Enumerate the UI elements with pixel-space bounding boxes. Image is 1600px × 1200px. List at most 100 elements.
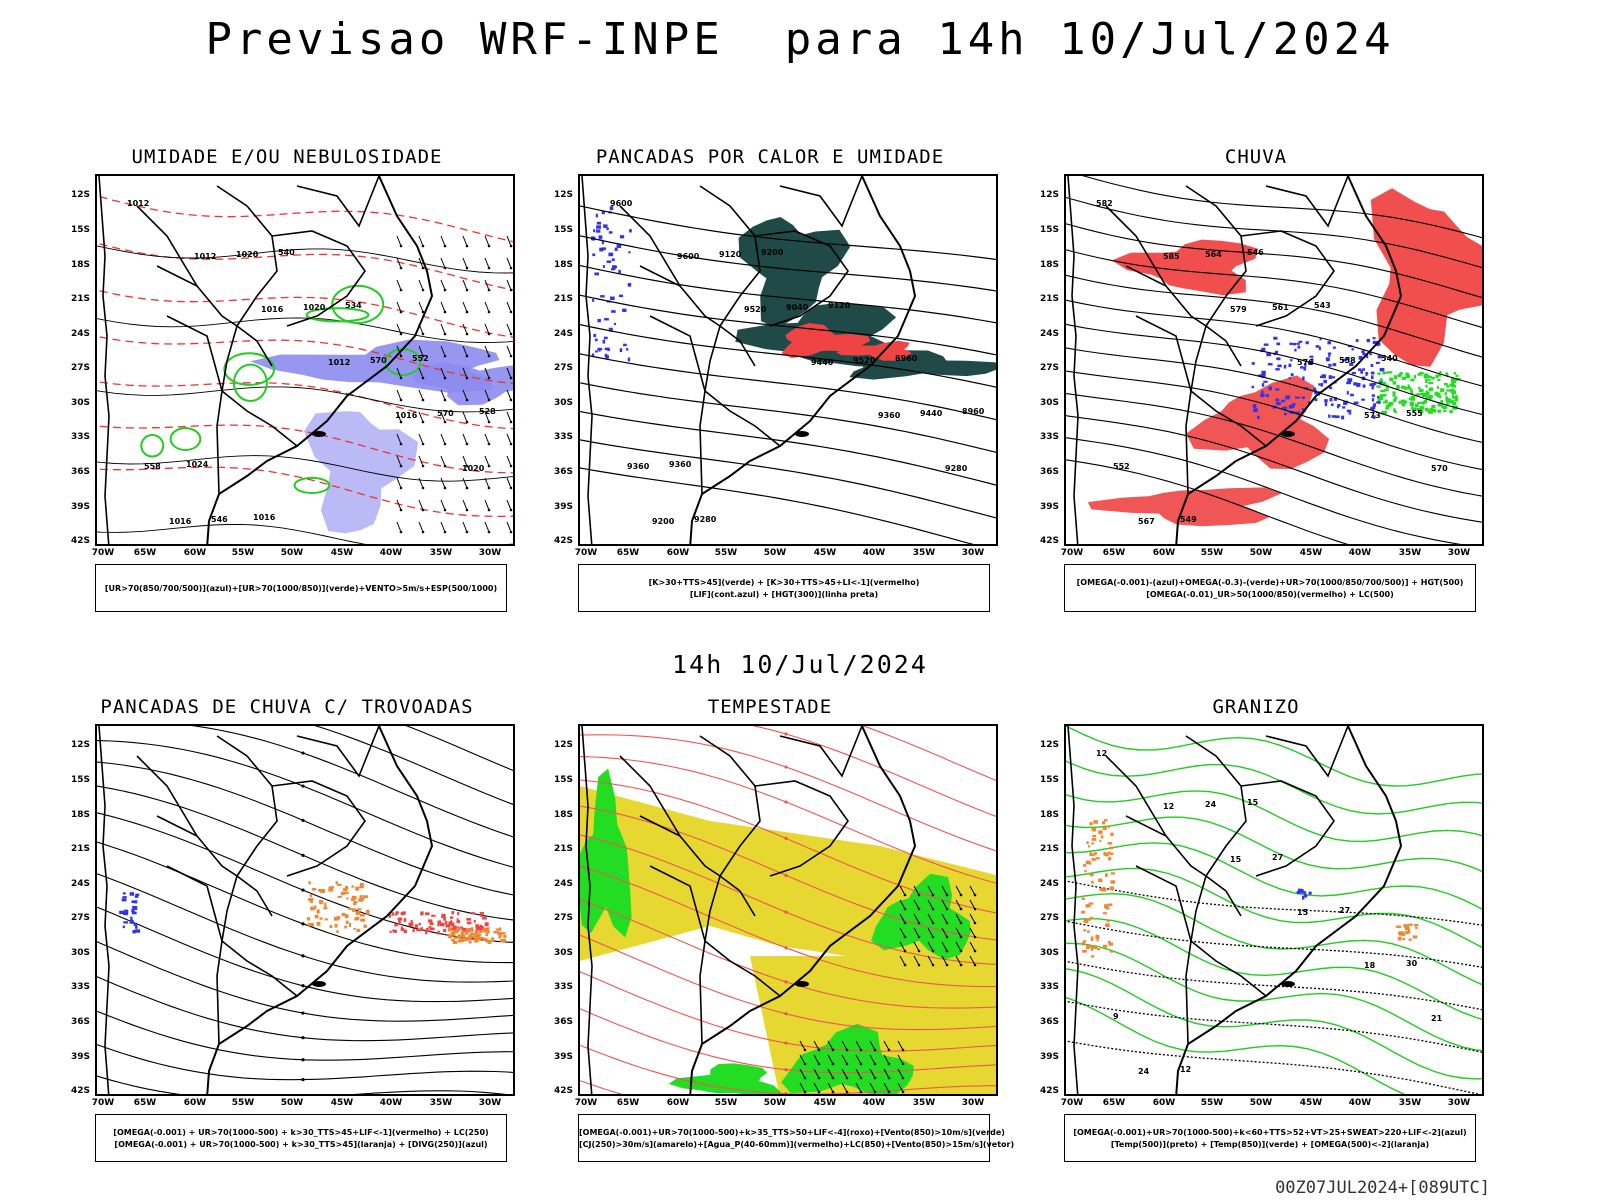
coastline — [689, 726, 917, 1094]
storm-speck-orange — [342, 888, 348, 892]
storm-speck-orange — [344, 891, 349, 894]
country-border — [1125, 815, 1242, 917]
lon-tick-label: 40W — [379, 1098, 403, 1108]
rain-speck-green — [1393, 408, 1396, 413]
omega-speck-orange — [1105, 923, 1110, 927]
rain-speck-blue — [1373, 382, 1377, 386]
wind-arrow — [897, 1068, 904, 1079]
rain-speck-blue — [1362, 352, 1366, 356]
contour-label: 552 — [1113, 462, 1130, 471]
omega-speck-orange — [1108, 857, 1112, 861]
lon-tick-label: 35W — [1398, 1098, 1422, 1108]
panel-tempestade: TEMPESTADE [OMEGA(-0.001)+UR>70(1000-500… — [550, 696, 1014, 1176]
wind-arrow — [827, 1054, 834, 1065]
wind-arrow — [484, 367, 490, 379]
divergence-speck — [133, 922, 138, 926]
streamline-arrow — [301, 1036, 305, 1040]
rain-speck-green — [1445, 405, 1448, 409]
wind-arrow — [927, 899, 934, 910]
rain-speck-blue — [1346, 409, 1352, 413]
divergence-speck — [121, 898, 127, 902]
lifted-index-contour — [622, 308, 627, 312]
lifted-index-contour — [601, 210, 605, 215]
contour-label: 9360 — [669, 460, 692, 469]
wind-arrow — [418, 367, 424, 379]
storm-speck-orange — [359, 897, 365, 901]
contour-line — [580, 235, 996, 292]
lat-tick-label: 27S — [1039, 913, 1059, 923]
wind-arrow — [969, 927, 976, 938]
lat-tick-label: 36S — [1039, 1017, 1059, 1027]
wind-arrow-head — [399, 530, 403, 534]
lon-tick-label: 60W — [1152, 1098, 1176, 1108]
storm-speck-orange — [345, 920, 349, 924]
wind-arrow-head — [399, 288, 403, 292]
hail-speck-blue — [1308, 891, 1312, 895]
storm-speck-red — [477, 927, 481, 931]
storm-speck-orange — [447, 927, 452, 932]
omega-speck-orange — [1104, 945, 1107, 949]
streamline-arrow — [301, 984, 305, 988]
rain-speck-blue — [1366, 338, 1371, 343]
storm-speck-red — [429, 927, 435, 931]
wind-arrow — [813, 1082, 820, 1093]
storm-speck-orange — [331, 886, 334, 889]
rain-speck-green — [1416, 407, 1422, 411]
wind-arrow-head — [945, 907, 949, 911]
storm-speck-red — [417, 928, 423, 932]
panel-title: GRANIZO — [1212, 696, 1300, 718]
wind-arrow-head — [959, 963, 963, 967]
contour-label: 12 — [1163, 802, 1174, 811]
rain-speck-green — [1449, 409, 1453, 414]
country-border — [779, 176, 863, 228]
streamline — [97, 739, 513, 868]
storm-speck-orange — [324, 918, 328, 921]
rain-speck-blue — [1330, 403, 1334, 406]
storm-speck-orange — [499, 927, 502, 931]
rain-speck-blue — [1343, 401, 1348, 405]
storm-speck-orange — [485, 938, 489, 943]
country-border — [1105, 205, 1167, 287]
wind-arrow — [396, 257, 402, 269]
wind-arrow-head — [443, 420, 447, 424]
contour-label: 1016 — [395, 411, 418, 420]
wind-arrow-head — [421, 310, 425, 314]
coastline — [206, 726, 434, 1094]
streamline-arrow — [784, 1041, 788, 1045]
wind-arrow-head — [901, 1048, 905, 1052]
wind-arrow — [841, 1082, 848, 1093]
wind-arrow — [855, 1068, 862, 1079]
rain-speck-blue — [1361, 398, 1365, 401]
wind-arrow-head — [421, 354, 425, 358]
lat-tick-label: 18S — [70, 810, 90, 820]
lifted-index-contour — [625, 348, 629, 351]
rain-speck-green — [1455, 374, 1459, 377]
rain-speck-blue — [1291, 404, 1295, 409]
wind-arrow — [484, 521, 490, 533]
contour-line — [1066, 880, 1482, 926]
wind-arrow — [506, 257, 512, 269]
wind-arrow — [927, 927, 934, 938]
streamline-arrow — [784, 1012, 788, 1016]
lifted-index-contour — [597, 347, 603, 351]
storm-speck-orange — [499, 933, 502, 938]
wind-arrow-head — [421, 464, 425, 468]
contour-labels: 1012 1012 1016 1012 1016 1020 1016 1020 1020 570 5… — [127, 199, 496, 526]
omega-speck-orange — [1108, 903, 1113, 906]
rain-speck-blue — [1265, 394, 1270, 397]
legend-box: [OMEGA(-0.001)-(azul)+OMEGA(-0.3)-(verde… — [1064, 564, 1476, 612]
country-border — [221, 390, 298, 447]
rain-speck-green — [1380, 389, 1386, 393]
wind-arrow-head — [831, 1076, 835, 1080]
contour-line — [97, 523, 513, 544]
wind-arrow — [418, 235, 424, 247]
wind-arrow — [396, 433, 402, 445]
rain-speck-blue — [1355, 339, 1359, 342]
wind-arrow — [855, 1040, 862, 1051]
wind-arrow-head — [973, 963, 977, 967]
wind-arrow — [462, 521, 468, 533]
storm-speck-red — [425, 927, 429, 932]
omega-speck-orange — [1086, 841, 1089, 845]
rain-speck-green — [1389, 377, 1394, 382]
rain-speck-green — [1409, 388, 1413, 392]
